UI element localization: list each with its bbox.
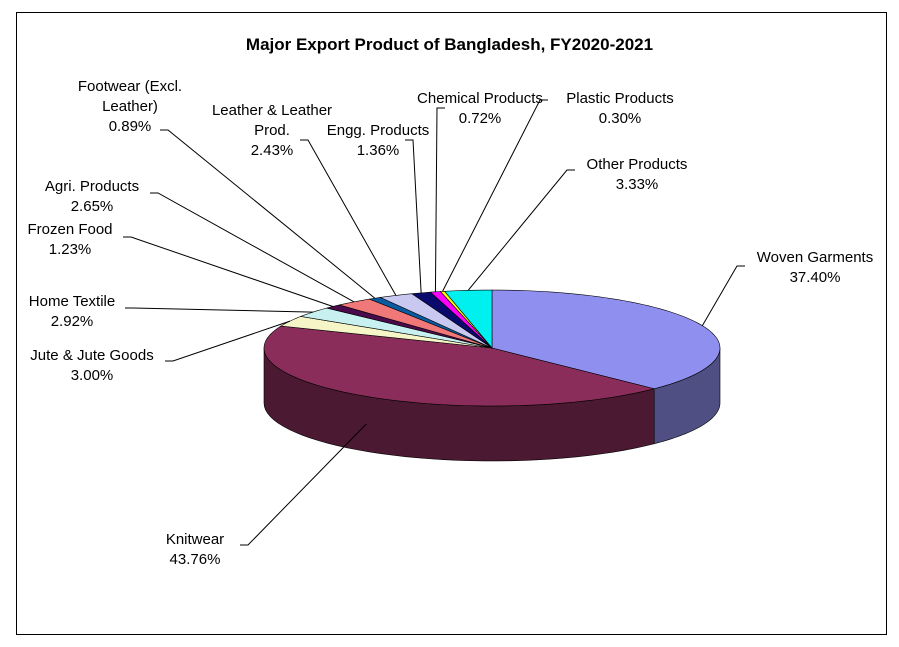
leader-line (405, 139, 422, 293)
value-label: 1.23% (48, 241, 92, 258)
value-label: 2.92% (50, 313, 94, 330)
leader-line (165, 320, 291, 362)
leader-line (442, 99, 548, 292)
value-label: 2.65% (70, 198, 114, 215)
value-label: 1.36% (356, 142, 400, 159)
leader-line (467, 169, 575, 291)
data-label: Leather & Leather Prod. 2.43% (197, 101, 347, 161)
data-label: Engg. Products 1.36% (327, 121, 430, 161)
category-label: Agri. Products (44, 178, 140, 195)
leader-line (150, 192, 355, 303)
value-label: 0.89% (108, 118, 152, 135)
category-label: Chemical Products (417, 90, 543, 107)
category-label: Jute & Jute Goods (30, 347, 154, 364)
value-label: 43.76% (169, 551, 221, 568)
value-label: 0.30% (598, 110, 642, 127)
leader-line (125, 307, 313, 313)
value-label: 3.00% (70, 367, 114, 384)
chart-title: Major Export Product of Bangladesh, FY20… (245, 35, 654, 54)
leader-line (300, 139, 397, 296)
pie-slice (339, 298, 493, 349)
data-label: Home Textile 2.92% (29, 292, 115, 332)
data-label: Agri. Products 2.65% (45, 177, 139, 217)
data-label: Other Products 3.33% (587, 155, 688, 195)
category-label: Home Textile (28, 293, 116, 310)
leader-line (123, 236, 334, 307)
pie-slice (263, 325, 655, 407)
leader-line (240, 423, 367, 546)
data-label: Chemical Products 0.72% (417, 89, 543, 129)
data-label: Knitwear 43.76% (166, 530, 224, 570)
value-label: 3.33% (615, 176, 659, 193)
category-label: Woven Garments (756, 249, 874, 266)
data-label: Jute & Jute Goods 3.00% (30, 346, 153, 386)
category-label: Engg. Products (326, 122, 430, 139)
value-label: 2.43% (250, 142, 294, 159)
category-label: Leather & Leather Prod. (211, 102, 333, 139)
value-label: 37.40% (789, 269, 841, 286)
data-label: Footwear (Excl. Leather) 0.89% (65, 77, 195, 137)
data-label: Woven Garments 37.40% (757, 248, 873, 288)
pie-slice (379, 293, 493, 349)
category-label: Frozen Food (27, 221, 113, 238)
category-label: Other Products (586, 156, 688, 173)
leader-line (434, 107, 445, 292)
leader-line (160, 129, 376, 299)
data-label: Plastic Products 0.30% (566, 89, 674, 129)
category-label: Plastic Products (566, 90, 674, 107)
data-label: Frozen Food 1.23% (27, 220, 112, 260)
leader-line (701, 265, 745, 326)
category-label: Knitwear (165, 531, 225, 548)
value-label: 0.72% (458, 110, 502, 127)
category-label: Footwear (Excl. Leather) (77, 78, 183, 115)
